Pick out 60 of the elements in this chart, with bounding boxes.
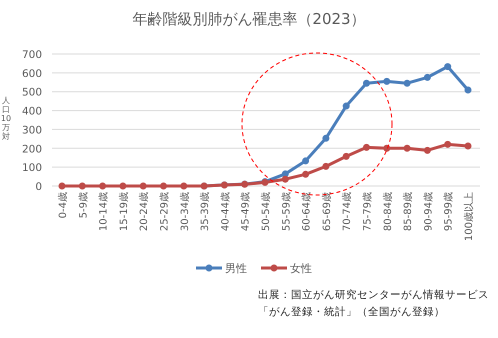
point (58, 182, 66, 190)
point (464, 142, 472, 150)
y-tick-label: 500 (22, 86, 42, 99)
x-tick-label: 70-74歳 (341, 192, 354, 232)
x-tick-label: 15-19歳 (118, 192, 130, 232)
point (160, 182, 167, 190)
point (424, 146, 431, 154)
y-axis-title: 人口10万対 (0, 96, 12, 141)
point (424, 74, 431, 81)
point (342, 152, 350, 160)
x-tick-label: 25-29歳 (158, 192, 170, 232)
legend-label: 女性 (290, 262, 312, 275)
point (302, 170, 310, 178)
point (342, 102, 350, 110)
y-tick-label: 400 (22, 106, 42, 118)
point (383, 78, 390, 85)
x-tick-label: 10-14歳 (98, 192, 110, 232)
point (322, 162, 330, 170)
point (119, 182, 126, 190)
x-tick-label: 50-54歳 (260, 192, 272, 232)
point (302, 157, 310, 164)
point (363, 144, 370, 151)
point (282, 176, 289, 183)
point (464, 86, 472, 94)
point (322, 134, 330, 142)
point (404, 80, 411, 87)
x-tick-label: 40-44歳 (219, 192, 232, 232)
y-tick-label: 600 (22, 68, 42, 80)
x-tick-label: 60-64歳 (300, 192, 313, 232)
x-tick-label: 30-34歳 (178, 192, 191, 232)
x-tick-label: 75-79歳 (362, 192, 374, 232)
point (444, 63, 452, 70)
text: 出展：国立がん研究センターがん情報サービス (258, 288, 489, 301)
text: 「がん登録・統計」（全国がん登録） (258, 305, 445, 318)
x-tick-label: 5-9歳 (77, 192, 90, 218)
x-tick-label: 65-69歳 (320, 192, 333, 232)
x-tick-label: 90-94歳 (422, 192, 434, 232)
y-tick-label: 300 (22, 124, 42, 136)
x-tick-label: 0-4歳 (57, 192, 69, 218)
x-tick-label: 45-49歳 (240, 192, 252, 232)
point (140, 182, 147, 190)
x-tick-label: 95-99歳 (442, 192, 455, 232)
y-tick-label: 100 (22, 162, 42, 174)
point (363, 80, 370, 87)
x-tick-label: 80-84歳 (382, 192, 394, 232)
y-tick-label: 700 (22, 49, 42, 61)
point (180, 182, 188, 190)
x-tick-label: 100歳以上 (463, 192, 475, 242)
x-tick-label: 20-24歳 (138, 192, 150, 232)
y-tick-label: 0 (35, 181, 42, 193)
x-tick-label: 35-39歳 (199, 192, 212, 232)
point (444, 140, 452, 148)
point (99, 182, 106, 190)
x-tick-label: 55-59歳 (280, 192, 292, 232)
legend-label: 男性 (225, 262, 247, 275)
point (404, 144, 411, 152)
y-tick-label: 200 (22, 143, 42, 156)
x-tick-label: 85-89歳 (402, 192, 414, 232)
point (78, 182, 86, 190)
chart-title: 年齢階級別肺がん罹患率（2023） (132, 10, 366, 28)
